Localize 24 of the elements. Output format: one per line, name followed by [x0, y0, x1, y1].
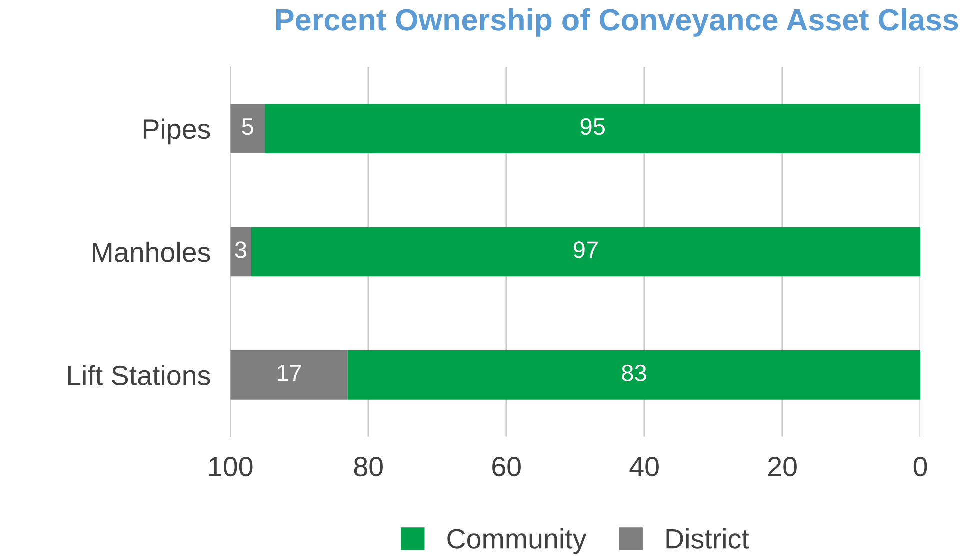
data-label: 97	[574, 242, 598, 258]
x-tick-label: 60	[492, 456, 521, 477]
chart-title: Percent Ownership of Conveyance Asset Class	[276, 8, 958, 37]
bar	[348, 350, 921, 400]
bar	[251, 227, 921, 277]
data-label: 95	[580, 118, 605, 136]
data-label: 5	[242, 118, 254, 136]
bar	[230, 227, 252, 277]
y-tick-label: Manholes	[93, 242, 210, 262]
legend-label: Community	[448, 528, 587, 554]
x-tick-label: 100	[210, 456, 253, 477]
data-label: 17	[278, 365, 302, 382]
x-tick-label: 0	[914, 456, 928, 477]
bar	[230, 350, 348, 400]
data-label: 3	[235, 242, 246, 258]
x-tick-label: 40	[630, 456, 659, 477]
x-tick-label: 20	[768, 456, 797, 477]
y-tick-label: Lift Stations	[68, 365, 210, 386]
bar	[265, 104, 921, 154]
y-tick-label: Pipes	[144, 118, 210, 145]
x-tick-label: 80	[354, 456, 383, 477]
legend-label: District	[666, 528, 750, 549]
data-label: 83	[622, 364, 646, 382]
bar	[230, 104, 266, 154]
